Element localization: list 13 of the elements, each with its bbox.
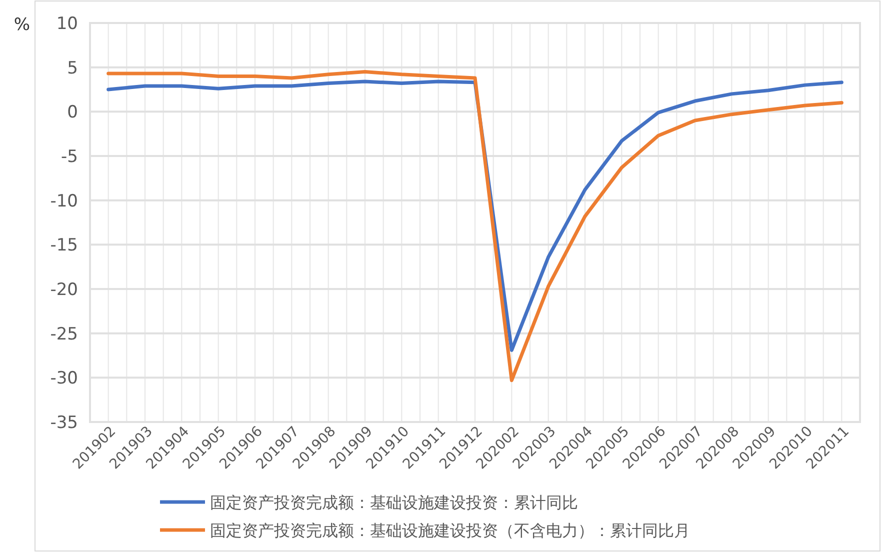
y-tick-label: 10 <box>56 14 78 34</box>
y-axis-title: % <box>14 15 30 35</box>
legend-label: 固定资产投资完成额：基础设施建设投资（不含电力）：累计同比月 <box>210 521 690 540</box>
y-tick-label: -35 <box>50 413 78 433</box>
y-tick-label: -5 <box>61 147 78 167</box>
legend-label: 固定资产投资完成额：基础设施建设投资：累计同比 <box>210 493 578 512</box>
y-tick-label: 5 <box>67 58 78 78</box>
y-tick-label: -25 <box>50 324 78 344</box>
y-tick-label: -20 <box>50 280 78 300</box>
y-tick-label: -30 <box>50 368 78 389</box>
y-tick-label: -15 <box>50 236 78 256</box>
y-tick-label: -10 <box>50 191 78 212</box>
y-tick-label: 0 <box>67 102 78 123</box>
